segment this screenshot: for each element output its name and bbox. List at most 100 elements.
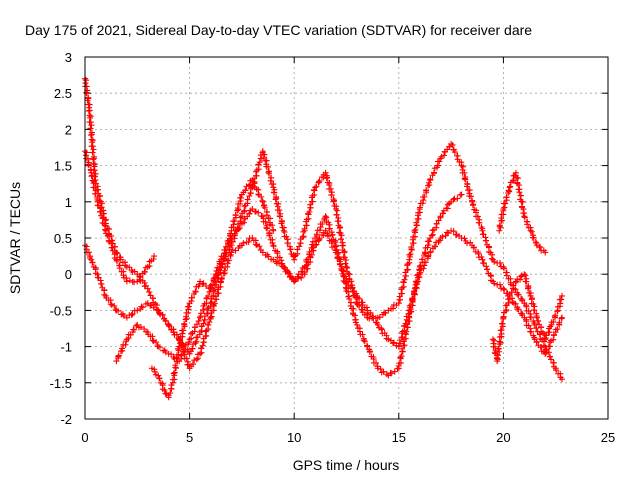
data-point <box>265 253 272 260</box>
data-point <box>276 207 283 214</box>
data-point <box>439 210 446 217</box>
data-point <box>404 321 411 328</box>
data-point <box>432 243 439 250</box>
data-point <box>232 211 239 218</box>
data-point <box>208 313 215 320</box>
data-point <box>185 303 192 310</box>
data-point <box>408 244 415 251</box>
data-point <box>101 226 108 233</box>
data-point <box>413 284 420 291</box>
data-point <box>259 148 266 155</box>
data-point <box>185 339 192 346</box>
data-point <box>294 273 301 280</box>
data-point <box>200 320 207 327</box>
data-point <box>109 247 116 254</box>
data-point <box>207 285 214 292</box>
series-track-7 <box>496 169 549 256</box>
data-point <box>122 341 129 348</box>
data-point <box>203 283 210 290</box>
data-point <box>521 271 528 278</box>
data-point <box>374 321 381 328</box>
data-point <box>480 231 487 238</box>
data-point <box>361 338 368 345</box>
data-point <box>332 243 339 250</box>
data-point <box>417 262 424 269</box>
data-point <box>391 368 398 375</box>
data-point <box>480 260 487 267</box>
data-point <box>284 240 291 247</box>
data-point <box>137 274 144 281</box>
data-point <box>263 212 270 219</box>
data-point <box>531 307 538 314</box>
data-point <box>179 330 186 337</box>
data-point <box>88 136 95 143</box>
data-point <box>441 152 448 159</box>
data-point <box>556 319 563 326</box>
data-point <box>410 240 417 247</box>
data-point <box>276 213 283 220</box>
data-point <box>166 323 173 330</box>
data-point <box>496 222 503 229</box>
data-point <box>390 339 397 346</box>
data-point <box>260 154 267 161</box>
data-point <box>528 228 535 235</box>
data-point <box>498 320 505 327</box>
data-point <box>419 256 426 263</box>
data-point <box>128 312 135 319</box>
data-point <box>181 320 188 327</box>
data-point <box>498 327 505 334</box>
data-point <box>425 179 432 186</box>
data-point <box>328 192 335 199</box>
data-point <box>221 267 228 274</box>
data-point <box>326 225 333 232</box>
data-point <box>380 368 387 375</box>
data-point <box>517 276 524 283</box>
data-point <box>108 244 115 251</box>
data-point <box>273 195 280 202</box>
data-point <box>246 182 253 189</box>
data-point <box>85 249 92 256</box>
data-point <box>153 339 160 346</box>
data-point <box>266 232 273 239</box>
data-point <box>550 336 557 343</box>
data-point <box>208 284 215 291</box>
data-point <box>207 314 214 321</box>
data-point <box>84 155 91 162</box>
data-point <box>507 183 514 190</box>
data-point <box>520 210 527 217</box>
data-point <box>327 185 334 192</box>
data-point <box>147 302 154 309</box>
series-track-5 <box>148 177 277 401</box>
y-tick-label: -2 <box>60 412 72 427</box>
data-point <box>322 213 329 220</box>
data-point <box>141 268 148 275</box>
series-track-2 <box>82 148 158 286</box>
data-point <box>303 222 310 229</box>
y-tick-label: 1 <box>65 195 72 210</box>
data-point <box>491 280 498 287</box>
data-point <box>546 353 553 360</box>
data-point <box>450 228 457 235</box>
data-point <box>496 227 503 234</box>
series-track-6 <box>489 271 565 365</box>
data-point <box>172 362 179 369</box>
data-point <box>161 387 168 394</box>
data-point <box>107 301 114 308</box>
data-point <box>235 226 242 233</box>
data-point <box>262 218 269 225</box>
data-point <box>278 220 285 227</box>
data-point <box>516 189 523 196</box>
data-point <box>414 272 421 279</box>
data-point <box>265 163 272 170</box>
data-point <box>123 275 130 282</box>
data-point <box>503 272 510 279</box>
data-point <box>451 149 458 156</box>
data-point <box>204 321 211 328</box>
data-point <box>199 342 206 349</box>
chart-title: Day 175 of 2021, Sidereal Day-to-day VTE… <box>25 22 532 38</box>
data-point <box>126 277 133 284</box>
data-point <box>87 125 94 132</box>
data-point <box>203 332 210 339</box>
data-point <box>246 210 253 217</box>
data-point <box>88 173 95 180</box>
